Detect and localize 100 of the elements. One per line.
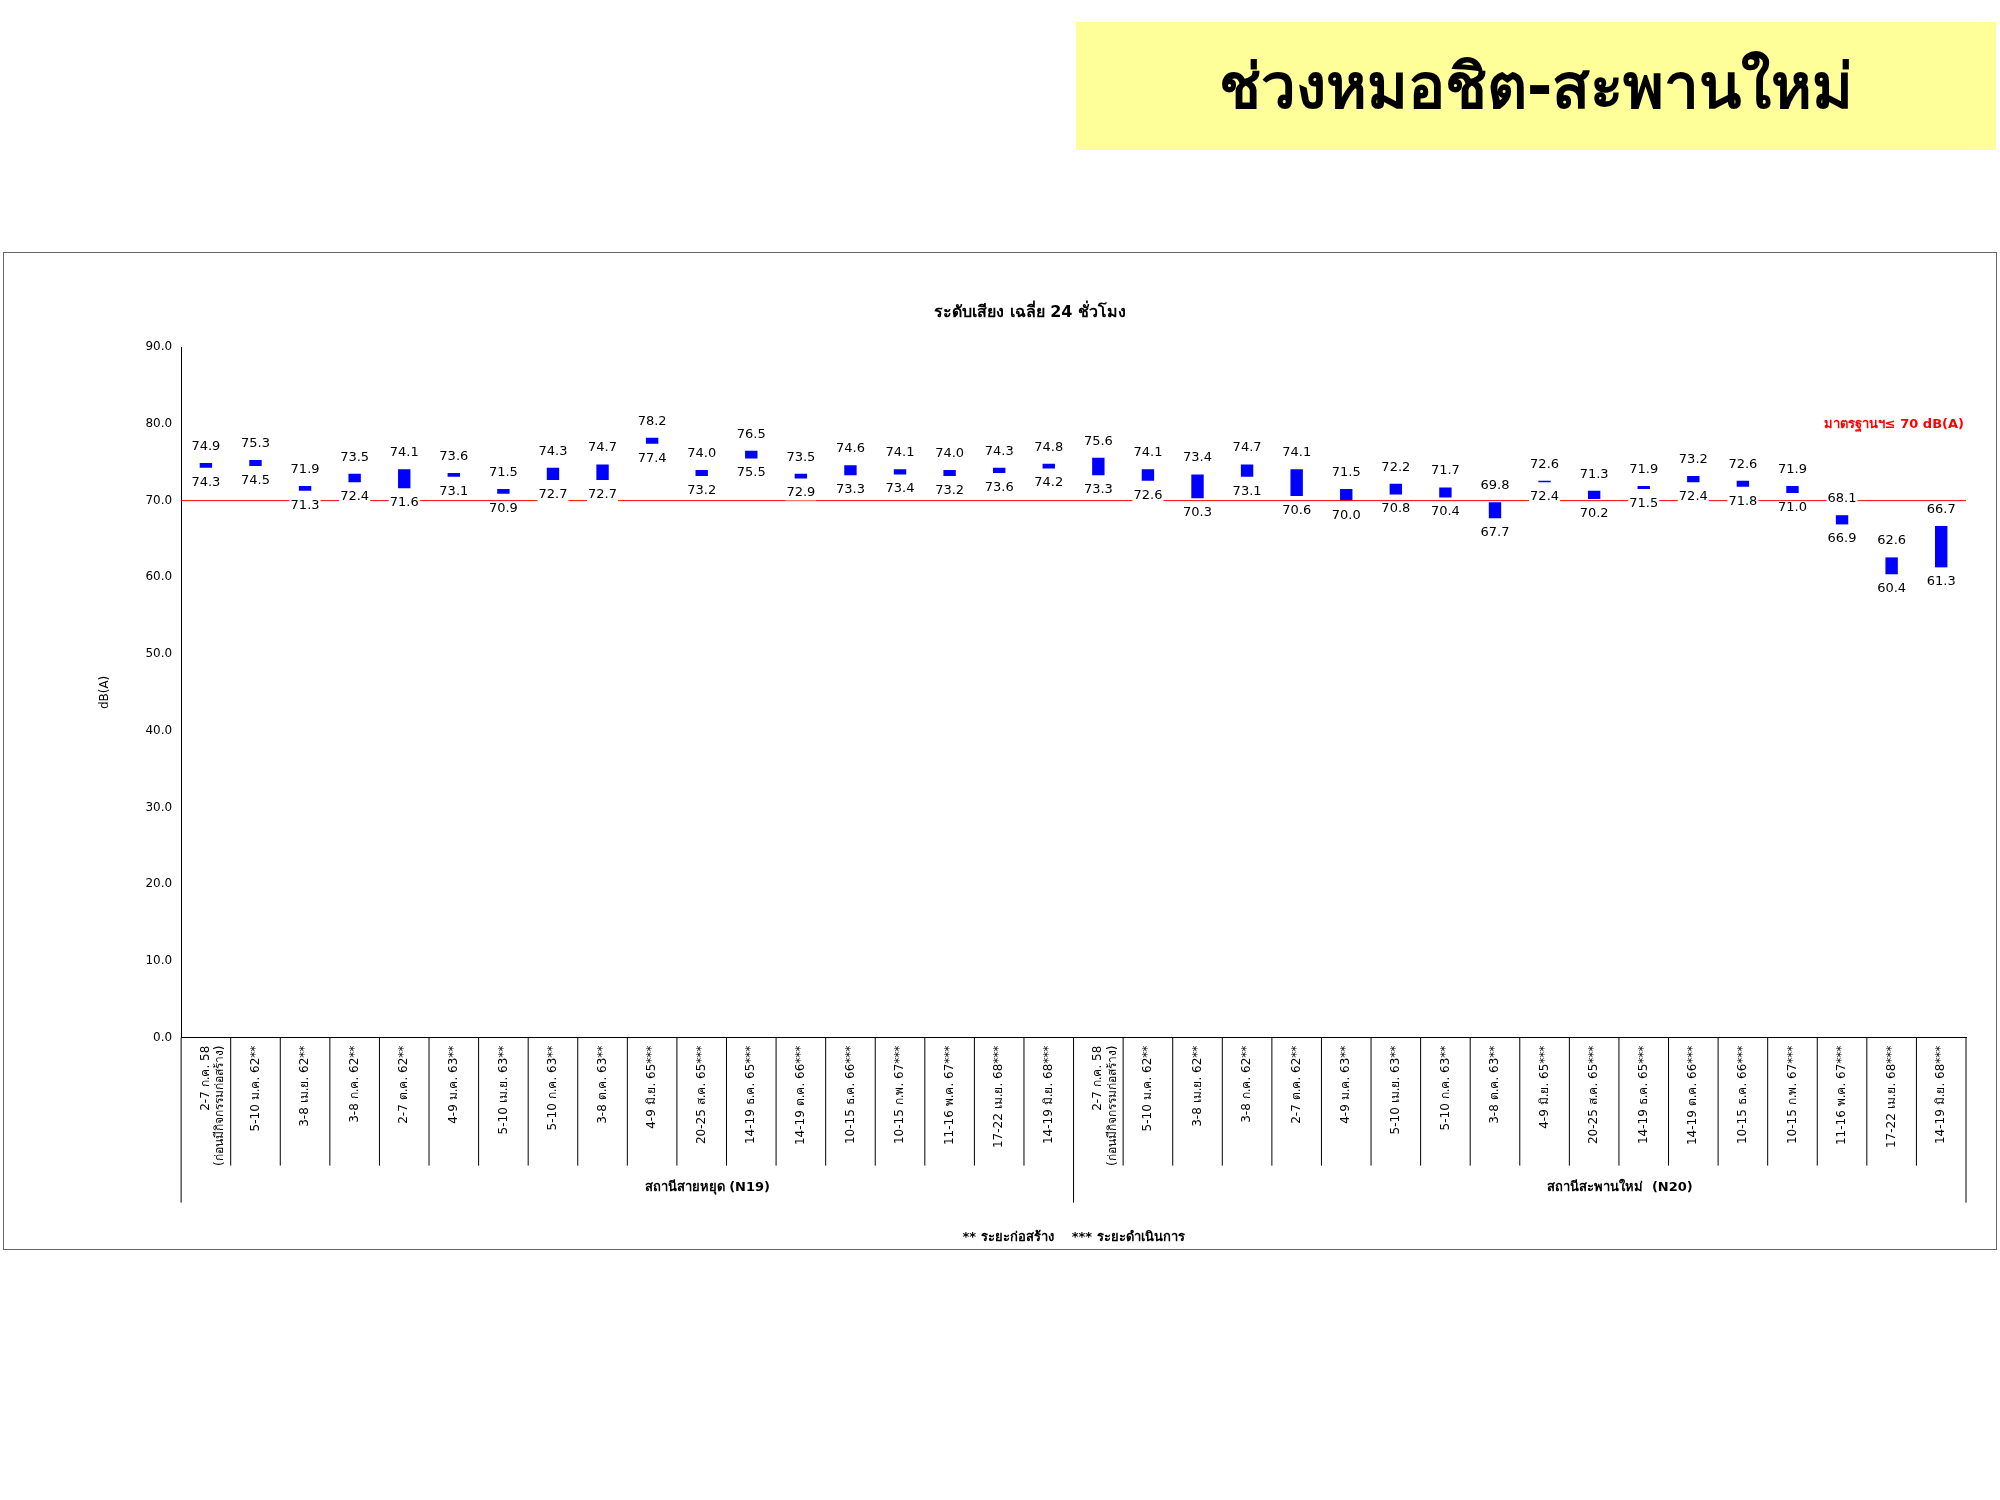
annotation: 70.6: [1282, 501, 1312, 517]
x-tick-label: 5-10 เม.ย. 63**: [1387, 1045, 1402, 1135]
annotation: 73.3: [1083, 481, 1113, 497]
annotation: 70.0: [1331, 506, 1361, 522]
annotation: 71.0: [1777, 498, 1807, 514]
bar: [596, 464, 609, 480]
bar: [1637, 486, 1650, 490]
bar: [1191, 474, 1204, 499]
bar: [1687, 476, 1700, 483]
data-label: 76.5: [736, 425, 766, 441]
chart-subtitle: ระดับเสียง เฉลี่ย 24 ชั่วโมง: [934, 299, 1126, 321]
x-tick-label: 3-8 ก.ค. 62**: [346, 1045, 361, 1123]
bar: [992, 467, 1006, 474]
bar: [645, 437, 659, 444]
annotation: 70.8: [1381, 500, 1411, 516]
x-tick-label: 10-15 ธ.ค. 66***: [1735, 1045, 1750, 1145]
data-label: 74.7: [1232, 439, 1262, 455]
annotation: 72.9: [786, 484, 816, 500]
annotation: 61.3: [1926, 573, 1956, 589]
y-tick-label: 0.0: [153, 1029, 173, 1044]
x-tick-label: 10-15 ก.พ. 67***: [1784, 1045, 1799, 1145]
data-label: 74.1: [1282, 444, 1312, 460]
data-label: 71.9: [1777, 460, 1807, 476]
data-label: 73.6: [439, 447, 469, 463]
x-tick-label: 4-9 ม.ค. 63**: [1338, 1045, 1353, 1124]
x-tick-label: 14-19 ต.ค. 66***: [792, 1045, 807, 1146]
annotation: 71.5: [1629, 495, 1659, 510]
bar: [199, 463, 213, 468]
bar: [1488, 502, 1502, 519]
bar: [249, 459, 262, 467]
data-label: 62.6: [1877, 532, 1907, 548]
bar: [348, 473, 361, 483]
data-label: 74.3: [984, 442, 1014, 458]
annotation: 67.7: [1480, 524, 1510, 540]
x-tick-label: 4-9 มิ.ย. 65***: [644, 1045, 659, 1129]
bar: [546, 467, 560, 480]
x-tick-label: 5-10 ก.ค. 63**: [545, 1045, 560, 1131]
bar: [447, 473, 461, 477]
data-label: 74.0: [687, 444, 717, 460]
annotation: 72.6: [1133, 486, 1163, 502]
x-tick-label: 17-22 เม.ย. 68***: [1883, 1045, 1898, 1149]
annotation: 75.5: [736, 464, 766, 480]
data-label: 73.4: [1183, 449, 1212, 465]
annotation: 73.2: [687, 481, 717, 497]
y-tick-label: 50.0: [145, 646, 173, 661]
x-tick-label: 10-15 ธ.ค. 66***: [842, 1045, 857, 1145]
bar: [1141, 469, 1155, 481]
data-label: 72.6: [1530, 455, 1560, 471]
bar: [298, 486, 312, 491]
data-label: 71.7: [1430, 462, 1460, 478]
text: สถานีสายหยุด (N19): [644, 1179, 771, 1196]
annotation: 73.2: [935, 481, 965, 497]
annotation: 73.4: [885, 480, 915, 496]
annotation: 70.3: [1183, 504, 1212, 520]
data-label: 71.9: [290, 460, 320, 476]
y-tick-label: 90.0: [145, 339, 173, 354]
data-label: 73.5: [786, 448, 816, 464]
annotation: 74.2: [1034, 474, 1064, 490]
data-label: 71.5: [1331, 464, 1361, 479]
annotation: 74.5: [241, 471, 270, 487]
x-tick-label: 14-19 ต.ค. 66***: [1685, 1045, 1700, 1146]
text: ** ระยะก่อสร้าง *** ระยะดำเนินการ: [962, 1229, 1185, 1245]
y-tick-label: 60.0: [145, 569, 173, 584]
data-label: 75.3: [241, 434, 270, 450]
annotation: 60.4: [1877, 580, 1907, 596]
bar: [497, 489, 510, 494]
y-tick-label: 10.0: [145, 953, 173, 968]
y-tick-label: 20.0: [145, 876, 173, 891]
annotation: 74.3: [191, 473, 221, 489]
annotation: 72.7: [538, 485, 568, 501]
annotation: 72.4: [1678, 488, 1708, 504]
bar: [398, 469, 411, 489]
data-label: 74.0: [935, 444, 965, 460]
annotation: 66.9: [1827, 530, 1857, 546]
data-label: 68.1: [1827, 490, 1857, 506]
annotation: 72.4: [340, 488, 370, 504]
x-tick-label: 3-8 เม.ย. 62**: [1189, 1045, 1204, 1127]
ref-line-label: มาตรฐานฯ≤ 70 dB(A): [1823, 415, 1964, 433]
x-tick-label: 3-8 เม.ย. 62**: [297, 1045, 312, 1127]
annotation: 72.4: [1530, 488, 1560, 504]
data-label: 71.9: [1629, 460, 1659, 476]
data-label: 71.3: [1579, 465, 1609, 481]
data-label: 74.7: [588, 439, 618, 455]
annotation: 71.3: [290, 496, 320, 512]
data-label: 69.8: [1480, 477, 1510, 493]
annotation: 70.4: [1430, 503, 1460, 519]
bar: [1587, 490, 1601, 500]
x-tick-label: 3-8 ก.ค. 62**: [1239, 1045, 1254, 1123]
bar: [1290, 469, 1303, 497]
bar: [695, 469, 708, 477]
annotation: 70.9: [488, 499, 518, 515]
data-label: 74.9: [191, 437, 221, 453]
x-tick-label: 5-10 ม.ค. 62**: [247, 1045, 262, 1132]
text: สถานีสะพานใหม่ (N20): [1546, 1178, 1693, 1195]
bar: [943, 469, 956, 477]
x-tick-label: 20-25 ส.ค. 65***: [693, 1045, 708, 1145]
bar: [1935, 525, 1948, 568]
x-tick-label: 2-7 ก.ค. 58 (ก่อนมีกิจกรรมก่อสร้าง): [1090, 1045, 1119, 1167]
y-tick-label: 80.0: [145, 416, 173, 431]
data-label: 74.1: [885, 444, 915, 460]
